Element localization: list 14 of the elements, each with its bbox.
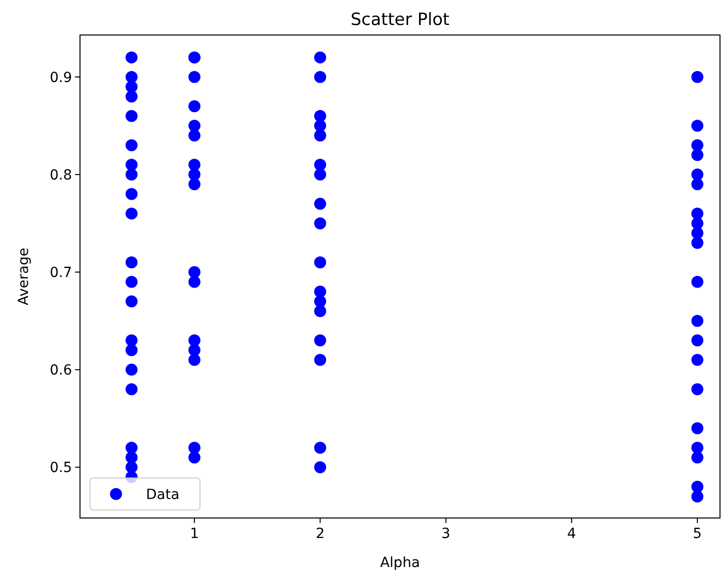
y-tick-label: 0.9	[50, 70, 72, 86]
x-tick-label: 1	[190, 526, 199, 542]
y-tick-label: 0.7	[50, 265, 72, 282]
y-axis-title: Average	[16, 248, 32, 306]
legend-label: Data	[146, 486, 180, 503]
y-tick-label: 0.8	[50, 167, 72, 184]
x-tick-label: 3	[441, 526, 450, 542]
x-tick-label: 2	[316, 526, 325, 542]
x-tick-label: 5	[692, 526, 702, 542]
x-axis-title: Alpha	[380, 555, 420, 571]
y-tick-label: 0.6	[50, 362, 72, 379]
chart-title: Scatter Plot	[350, 10, 450, 30]
x-tick-label: 4	[567, 526, 576, 542]
y-tick-label: 0.5	[50, 460, 72, 476]
